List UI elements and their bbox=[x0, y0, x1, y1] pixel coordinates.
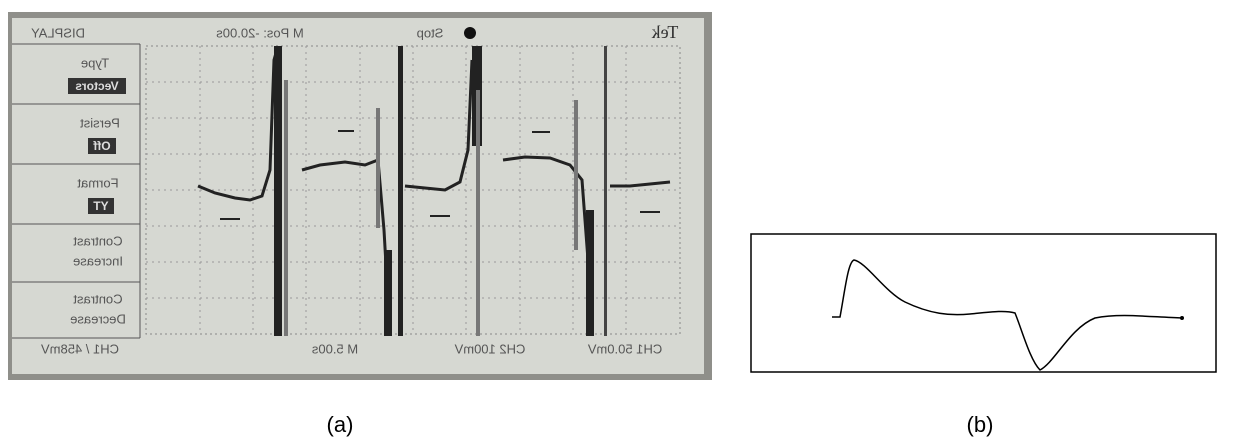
spike bbox=[586, 210, 594, 336]
menu-item-value: Vectors bbox=[75, 79, 119, 93]
marker bbox=[532, 131, 550, 133]
waveform-frame bbox=[750, 233, 1217, 373]
spike bbox=[284, 80, 288, 336]
trace bbox=[301, 157, 390, 301]
status-dot bbox=[464, 27, 476, 39]
panel-label: (b) bbox=[967, 412, 994, 437]
spike bbox=[574, 100, 578, 250]
value-box bbox=[68, 78, 126, 94]
trace bbox=[610, 180, 671, 188]
ch1-scale: CH1 50.0mV bbox=[587, 341, 662, 356]
spike bbox=[604, 46, 607, 336]
position: M Pos: -20.00s bbox=[216, 25, 304, 40]
waveform bbox=[832, 259, 1183, 371]
value-box bbox=[88, 198, 114, 214]
menu-item-value: Increase bbox=[73, 253, 123, 268]
marker bbox=[338, 130, 354, 132]
spike bbox=[274, 46, 282, 336]
spike bbox=[476, 90, 480, 336]
waveform-end bbox=[1180, 316, 1184, 320]
spike bbox=[398, 46, 403, 336]
menu-item-value: Off bbox=[92, 139, 110, 153]
menu-item-title: Contrast bbox=[73, 291, 123, 306]
oscilloscope-panel: DISPLAY M Pos: -20.00s Stop Tek Type Vec… bbox=[8, 12, 712, 380]
timebase: M 5.00s bbox=[311, 341, 358, 356]
spike bbox=[384, 250, 392, 336]
marker bbox=[430, 215, 450, 217]
spike bbox=[376, 108, 380, 228]
menu-item-title: Persist bbox=[80, 115, 120, 130]
brand: Tek bbox=[652, 22, 679, 42]
menu-item-value: Decrease bbox=[70, 311, 126, 326]
trace bbox=[197, 45, 280, 202]
ch2-scale: CH2 100mV bbox=[454, 341, 525, 356]
menu-item-title: Format bbox=[77, 175, 119, 190]
menu: Type Vectors Persist Off Format YT Contr… bbox=[12, 43, 141, 339]
marker bbox=[220, 218, 240, 220]
menu-item-value: YT bbox=[93, 199, 109, 213]
waveform-panel bbox=[750, 233, 1217, 373]
menu-item-title: Contrast bbox=[73, 233, 123, 248]
menu-item-title: Type bbox=[81, 55, 109, 70]
menu-title: DISPLAY bbox=[31, 25, 85, 40]
panel-label: (a) bbox=[327, 412, 354, 437]
marker bbox=[640, 211, 660, 213]
value-box bbox=[88, 138, 116, 154]
trace bbox=[404, 59, 474, 192]
trigger: CH1 / 458mV bbox=[41, 341, 119, 356]
status: Stop bbox=[417, 25, 444, 40]
traces bbox=[197, 45, 671, 336]
